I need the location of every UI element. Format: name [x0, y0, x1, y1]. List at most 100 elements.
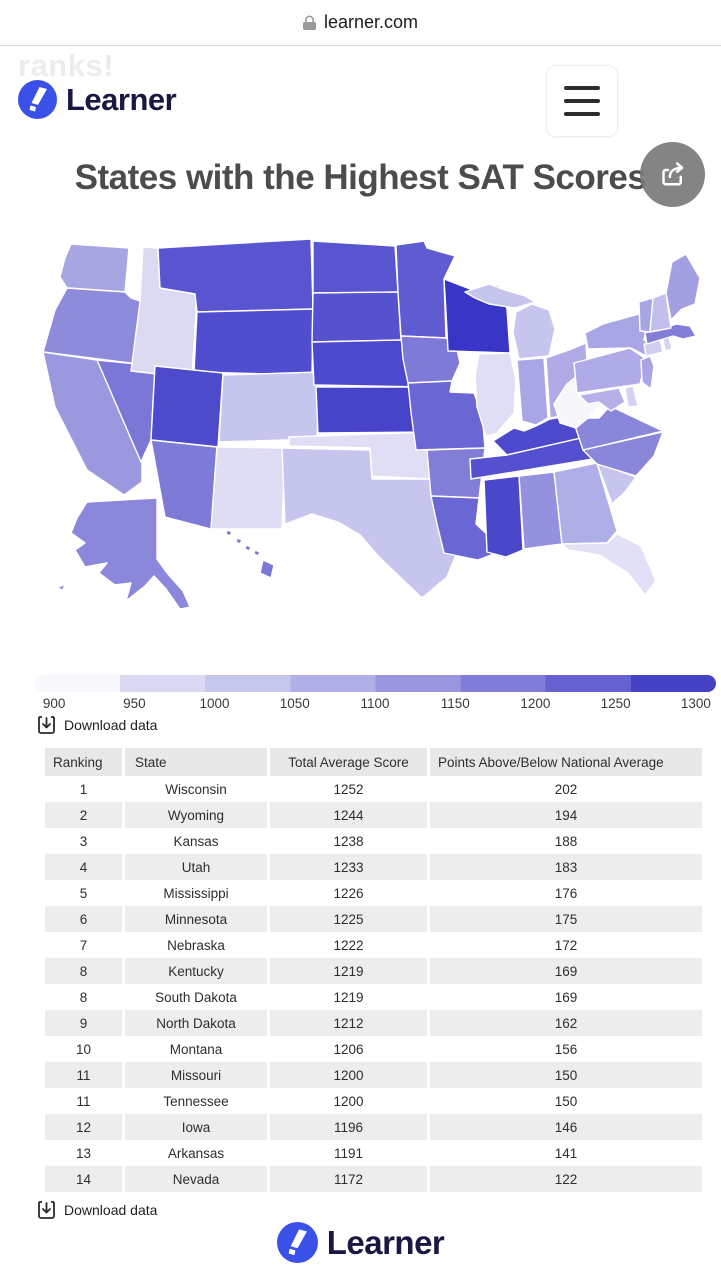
state-NH[interactable]	[649, 292, 672, 333]
cell-ranking: 2	[79, 807, 88, 823]
table-row: 9 North Dakota 1212 162	[45, 1010, 702, 1036]
cell-ranking: 8	[79, 963, 88, 979]
footer-logo[interactable]: Learner	[0, 1222, 721, 1263]
state-MI-upper[interactable]	[464, 283, 536, 309]
cell-score: 1172	[267, 1166, 427, 1192]
cell-ranking: 4	[79, 859, 88, 875]
cell-points: 169	[427, 984, 702, 1010]
cell-score: 1252	[267, 776, 427, 802]
state-HI[interactable]	[259, 559, 275, 579]
cell-ranking: 9	[79, 1015, 88, 1031]
table-row: 12 Iowa 1196 146	[45, 1114, 702, 1140]
cell-ranking: 5	[79, 885, 88, 901]
state-MI[interactable]	[512, 303, 556, 360]
cell-points: 150	[427, 1062, 702, 1088]
table-row: 2 Wyoming 1244 194	[45, 802, 702, 828]
cell-state: Mississippi	[122, 880, 267, 906]
cell-state: North Dakota	[122, 1010, 267, 1036]
brand-logo[interactable]: Learner	[18, 80, 177, 119]
legend-tick: 900	[42, 696, 66, 711]
table-row: 11 Missouri 1200 150	[45, 1062, 702, 1088]
cell-points: 156	[427, 1036, 702, 1062]
table-row: 5 Mississippi 1226 176	[45, 880, 702, 906]
cell-score: 1238	[267, 828, 427, 854]
cell-score: 1206	[267, 1036, 427, 1062]
cell-ranking: 7	[79, 937, 88, 953]
state-MD[interactable]	[578, 387, 626, 412]
state-NC[interactable]	[582, 431, 664, 477]
state-HI[interactable]	[235, 537, 243, 545]
cell-points: 122	[427, 1166, 702, 1192]
state-ND[interactable]	[312, 240, 399, 294]
state-AK-island[interactable]	[56, 583, 66, 591]
state-DE[interactable]	[624, 385, 639, 408]
state-TX[interactable]	[281, 447, 464, 599]
state-HI[interactable]	[225, 529, 233, 537]
cell-ranking: 6	[79, 911, 88, 927]
header-ranking: Ranking	[53, 754, 103, 770]
state-ME[interactable]	[665, 253, 701, 321]
cell-points: 150	[427, 1088, 702, 1114]
state-WY[interactable]	[193, 308, 314, 376]
state-SD[interactable]	[311, 291, 402, 343]
state-OR[interactable]	[42, 287, 144, 365]
state-HI[interactable]	[253, 549, 261, 557]
us-choropleth-map	[27, 232, 717, 664]
table-row: 1 Wisconsin 1252 202	[45, 776, 702, 802]
cell-score: 1225	[267, 906, 427, 932]
share-button[interactable]	[640, 142, 705, 207]
share-icon	[661, 161, 683, 185]
download-icon	[38, 1201, 55, 1219]
cell-score: 1219	[267, 958, 427, 984]
footer-brand-name: Learner	[326, 1223, 445, 1261]
cell-score: 1196	[267, 1114, 427, 1140]
state-NM[interactable]	[210, 446, 286, 530]
cell-state: Missouri	[122, 1062, 267, 1088]
cell-points: 172	[427, 932, 702, 958]
cell-ranking: 1	[79, 781, 88, 797]
state-FL[interactable]	[561, 533, 657, 596]
state-MO[interactable]	[407, 380, 486, 451]
url-field[interactable]: learner.com	[323, 12, 419, 32]
cell-state: Wisconsin	[122, 776, 267, 802]
legend-bar	[35, 675, 716, 692]
download-label: Download data	[64, 717, 158, 733]
state-WA[interactable]	[59, 243, 130, 293]
cell-points: 162	[427, 1010, 702, 1036]
download-label: Download data	[64, 1202, 158, 1218]
table-row: 10 Montana 1206 156	[45, 1036, 702, 1062]
state-HI[interactable]	[244, 544, 252, 552]
download-data-link-bottom[interactable]: Download data	[38, 1201, 157, 1219]
cell-ranking: 11	[76, 1093, 91, 1109]
cell-points: 141	[427, 1140, 702, 1166]
cell-state: Tennessee	[122, 1088, 267, 1114]
cell-state: Montana	[122, 1036, 267, 1062]
cell-state: Nevada	[122, 1166, 267, 1192]
cell-points: 169	[427, 958, 702, 984]
state-IL[interactable]	[474, 352, 517, 437]
lock-icon	[302, 15, 316, 31]
legend-tick: 1000	[199, 696, 230, 711]
legend-ticks: 900 950 1000 1050 1100 1150 1200 1250 1300	[14, 696, 721, 711]
state-AK[interactable]	[70, 497, 191, 610]
state-CO[interactable]	[218, 371, 320, 443]
header-points: Points Above/Below National Average	[427, 748, 702, 776]
legend-tick: 950	[123, 696, 146, 711]
state-AZ[interactable]	[150, 439, 218, 530]
menu-button[interactable]	[546, 65, 618, 137]
state-MS[interactable]	[483, 475, 524, 558]
cell-state: Utah	[122, 854, 267, 880]
state-GA[interactable]	[553, 462, 618, 545]
cell-ranking: 12	[75, 1119, 92, 1135]
table-row: 7 Nebraska 1222 172	[45, 932, 702, 958]
state-UT[interactable]	[150, 365, 224, 448]
cell-state: Kansas	[122, 828, 267, 854]
state-LA[interactable]	[430, 495, 505, 561]
state-IN[interactable]	[516, 357, 549, 426]
download-data-link-top[interactable]: Download data	[38, 716, 157, 734]
sat-table: Ranking State Total Average Score Points…	[45, 748, 702, 1192]
cell-ranking: 11	[76, 1067, 91, 1083]
state-NJ[interactable]	[640, 355, 655, 390]
state-MA[interactable]	[644, 323, 697, 345]
